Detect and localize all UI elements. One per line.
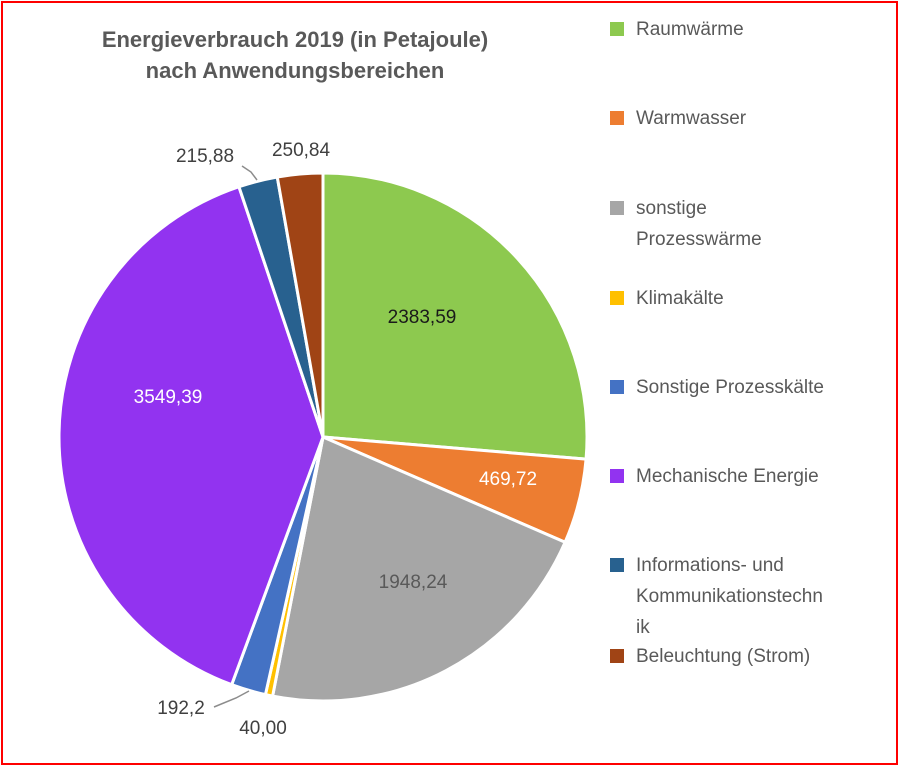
chart-title-line-1: Energieverbrauch 2019 (in Petajoule) xyxy=(101,27,489,52)
data-label-raumwaerme: 2383,59 xyxy=(387,307,457,328)
data-label-beleuchtung-strom: 250,84 xyxy=(271,140,331,161)
legend-label-sonstige-prozesskaelte: Sonstige Prozesskälte xyxy=(636,377,824,398)
legend-item-mechanische-energie: Mechanische Energie xyxy=(610,461,819,492)
legend-swatch-sonstige-prozesswaerme-icon xyxy=(610,201,624,215)
legend-swatch-klimakaelte-icon xyxy=(610,291,624,305)
chart-title-line-2: nach Anwendungsbereichen xyxy=(145,58,445,83)
legend-item-beleuchtung-strom: Beleuchtung (Strom) xyxy=(610,641,810,672)
pie-slice-mechanische-energie xyxy=(57,185,325,687)
chart-title: Energieverbrauch 2019 (in Petajoule) nac… xyxy=(63,24,527,86)
data-label-sonstige-prozesswaerme: 1948,24 xyxy=(378,572,448,593)
legend-label-warmwasser: Warmwasser xyxy=(636,108,747,129)
pie-slice-raumwaerme xyxy=(321,171,589,461)
legend-label-klimakaelte: Klimakälte xyxy=(636,288,724,309)
legend-swatch-raumwaerme-icon xyxy=(610,22,624,36)
legend-label-beleuchtung-strom: Beleuchtung (Strom) xyxy=(636,646,811,667)
legend-label-raumwaerme: Raumwärme xyxy=(636,19,744,40)
legend-label-mechanische-energie: Mechanische Energie xyxy=(636,466,819,487)
leader-line-sonstige-prozesskaelte xyxy=(213,690,250,708)
legend-item-raumwaerme: Raumwärme xyxy=(610,14,744,45)
legend-label-informations-kommunikationstechnik: Informations- und Kommunikationstechn ik xyxy=(636,555,823,638)
data-label-klimakaelte: 40,00 xyxy=(239,718,287,739)
legend-swatch-mechanische-energie-icon xyxy=(610,469,624,483)
pie-chart xyxy=(57,165,589,708)
legend-swatch-sonstige-prozesskaelte-icon xyxy=(610,380,624,394)
legend-item-sonstige-prozesskaelte: Sonstige Prozesskälte xyxy=(610,372,824,403)
legend-swatch-informations-kommunikationstechnik-icon xyxy=(610,558,624,572)
data-label-informations-kommunikationstechnik: 215,88 xyxy=(175,146,235,167)
legend-item-sonstige-prozesswaerme: sonstige Prozesswärme xyxy=(610,193,762,255)
pie-slice-beleuchtung-strom xyxy=(275,171,325,439)
data-label-mechanische-energie: 3549,39 xyxy=(133,387,203,408)
leader-line-informations-kommunikationstechnik xyxy=(241,165,258,181)
data-label-warmwasser: 469,72 xyxy=(478,469,538,490)
pie-slice-sonstige-prozesswaerme xyxy=(271,435,567,703)
legend-swatch-beleuchtung-strom-icon xyxy=(610,649,624,663)
legend-item-warmwasser: Warmwasser xyxy=(610,103,746,134)
legend-item-klimakaelte: Klimakälte xyxy=(610,283,724,314)
legend-label-sonstige-prozesswaerme: sonstige Prozesswärme xyxy=(636,198,762,250)
data-label-sonstige-prozesskaelte: 192,2 xyxy=(157,698,205,719)
legend-swatch-warmwasser-icon xyxy=(610,111,624,125)
legend-item-informations-kommunikationstechnik: Informations- und Kommunikationstechn ik xyxy=(610,550,823,643)
